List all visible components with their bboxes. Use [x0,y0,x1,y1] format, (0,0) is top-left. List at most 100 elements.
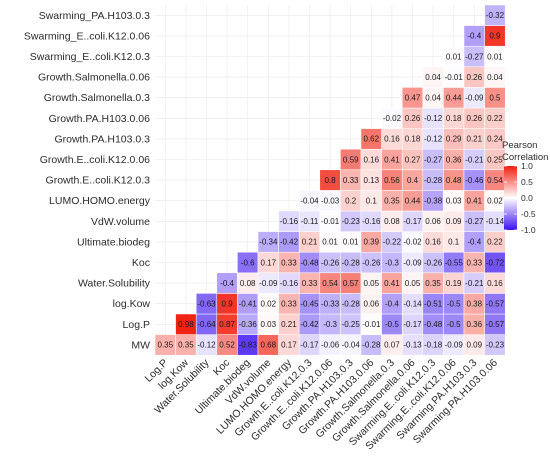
cell-value-label: 0.01 [446,52,462,61]
cell-value-label: 0.26 [467,114,483,123]
cell-value-label: 0.13 [364,176,380,185]
cell-value-label: -0.3 [385,258,399,267]
cell-value-label: 0.17 [261,258,277,267]
cell-value-label: -0.6 [241,258,255,267]
cell-value-label: 0.27 [405,155,421,164]
cell-value-label: 0.07 [384,341,400,350]
row-label: MW [131,339,150,351]
cell-value-label: 0.33 [343,176,359,185]
cell-value-label: 0.59 [343,155,359,164]
cell-value-label: -0.06 [321,341,340,350]
cell-value-label: 0.1 [448,238,460,247]
cell-value-label: -0.4 [385,300,399,309]
cell-value-label: 0.16 [487,279,503,288]
cell-value-label: 0.19 [446,279,462,288]
cell-value-label: -0.23 [342,217,361,226]
cell-value-label: 0.57 [343,279,359,288]
cell-value-label: -0.01 [362,320,381,329]
row-label: Swarming_PA.H103.0.3 [39,10,150,22]
cell-value-label: -0.09 [259,279,278,288]
cell-value-label: -0.03 [321,197,340,206]
cell-value-label: 0.35 [384,197,400,206]
cell-value-label: -0.14 [486,217,505,226]
cell-value-label: -0.01 [445,73,464,82]
cell-value-label: 0.02 [261,300,277,309]
cell-value-label: -0.46 [465,176,484,185]
cell-value-label: -0.17 [403,320,422,329]
cell-value-label: -0.02 [383,114,402,123]
cell-value-label: -0.27 [465,217,484,226]
cell-value-label: 0.04 [487,73,503,82]
cell-value-label: -0.26 [362,258,381,267]
cell-value-label: 0.56 [384,176,400,185]
cell-value-label: -0.02 [403,238,422,247]
cell-value-label: -0.14 [403,300,422,309]
cell-value-label: 0.18 [446,114,462,123]
cell-value-label: 0.36 [446,155,462,164]
cell-value-label: -0.57 [486,320,505,329]
cell-value-label: 0.21 [302,238,318,247]
cell-value-label: -0.83 [239,341,258,350]
cell-value-label: -0.16 [362,217,381,226]
cell-value-label: -0.28 [342,258,361,267]
cell-value-label: 0.18 [405,135,421,144]
cell-value-label: 0.41 [467,197,483,206]
cell-value-label: -0.42 [300,320,319,329]
cell-value-label: -0.09 [445,341,464,350]
cell-value-label: 0.9 [222,300,234,309]
cell-value-label: -0.17 [300,341,319,350]
legend-title-line-2: Correlation [502,152,548,163]
cell-value-label: -0.41 [239,300,258,309]
cell-value-label: 0.21 [281,320,297,329]
cell-value-label: -0.51 [424,300,443,309]
cell-value-label: -0.18 [424,341,443,350]
cell-value-label: 0.2 [345,197,357,206]
cell-value-label: -0.5 [447,300,461,309]
row-label: Growth.Salmonella.0.3 [44,92,150,104]
cell-value-label: 0.03 [446,197,462,206]
cell-value-label: -0.12 [424,114,443,123]
cell-value-label: 0.09 [446,217,462,226]
cell-value-label: -0.48 [300,258,319,267]
cell-value-label: -0.01 [321,217,340,226]
cell-value-label: 0.33 [302,279,318,288]
cell-value-label: 0.26 [467,73,483,82]
cell-value-label: 0.41 [384,279,400,288]
cell-value-label: -0.28 [342,300,361,309]
legend-tick-label: -0.5 [521,209,536,219]
cell-value-label: 0.16 [384,135,400,144]
cell-value-label: 0.05 [405,279,421,288]
cell-value-label: -0.4 [467,32,481,41]
cell-value-label: 0.04 [425,73,441,82]
cell-value-label: 0.01 [343,238,359,247]
cell-value-label: 0.33 [281,258,297,267]
cell-value-label: -0.26 [321,258,340,267]
cell-value-label: 0.8 [325,176,337,185]
row-label: Growth.E..coli.K12.0.3 [46,175,151,187]
cell-value-label: -0.42 [280,238,299,247]
cell-value-label: -0.4 [467,238,481,247]
cell-value-label: -0.21 [465,279,484,288]
cell-value-label: 0.54 [487,176,503,185]
cell-value-label: -0.4 [220,279,234,288]
legend-color-bar [504,166,517,230]
heatmap-cell [484,4,506,26]
cell-value-label: -0.13 [403,341,422,350]
cell-value-label: 0.06 [425,217,441,226]
cell-value-label: 0.33 [281,300,297,309]
cell-value-label: 0.16 [425,238,441,247]
cell-value-label: 0.5 [489,94,501,103]
legend-ticks: 1.0 0.5 0.0 -0.5 -1.0 [504,161,536,235]
row-label: VdW.volume [91,216,150,228]
cell-value-label: 0.09 [467,341,483,350]
legend-tick-label: 1.0 [521,161,533,171]
cell-value-label: 0.08 [384,217,400,226]
cell-value-label: 0.08 [240,279,256,288]
cell-value-label: -0.72 [486,258,505,267]
cell-value-label: 0.29 [446,135,462,144]
cell-value-label: 0.47 [405,94,421,103]
legend: Pearson Correlation 1.0 0.5 0.0 -0.5 -1.0 [502,140,548,235]
cell-value-label: 0.48 [446,176,462,185]
cell-value-label: -0.36 [239,320,258,329]
